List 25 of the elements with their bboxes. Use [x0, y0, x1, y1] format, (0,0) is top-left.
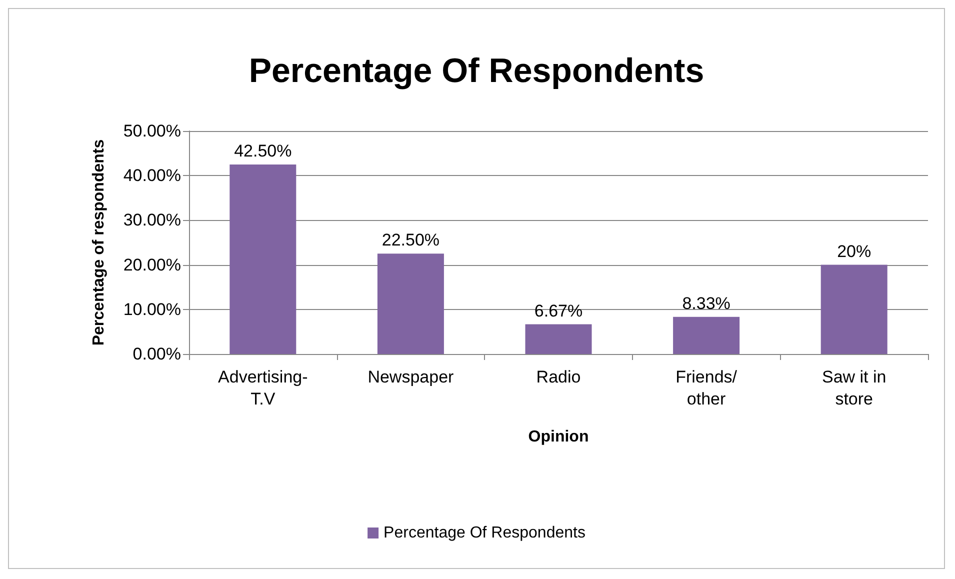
data-label: 8.33% — [682, 294, 730, 313]
chart-title: Percentage Of Respondents — [248, 52, 704, 90]
x-tick-label: Radio — [536, 368, 581, 386]
x-tick-label: Friends/ other — [676, 368, 738, 408]
x-axis-title: Opinion — [528, 428, 589, 446]
data-label: 22.50% — [382, 230, 440, 250]
y-tick-label: 10.00% — [123, 300, 181, 319]
x-tick-label: Newspaper — [368, 368, 454, 386]
y-tick-label: 40.00% — [123, 166, 181, 186]
data-label: 42.50% — [234, 141, 292, 160]
y-tick-label: 20.00% — [123, 255, 181, 274]
bar — [377, 254, 444, 354]
x-tick-label: Advertising- T.V — [218, 368, 308, 408]
y-tick-label: 30.00% — [123, 210, 181, 230]
legend-label: Percentage Of Respondents — [384, 524, 586, 542]
x-tick-label: Saw it in store — [822, 368, 886, 408]
bar — [820, 264, 888, 354]
bar — [525, 324, 592, 354]
data-label: 20% — [837, 242, 872, 261]
bar — [230, 164, 296, 354]
y-axis-title: Percentage of respondents — [90, 139, 108, 346]
data-label: 6.67% — [534, 301, 583, 320]
bar — [673, 316, 740, 354]
y-tick-label: 0.00% — [132, 344, 181, 364]
y-tick-label: 50.00% — [123, 122, 181, 140]
